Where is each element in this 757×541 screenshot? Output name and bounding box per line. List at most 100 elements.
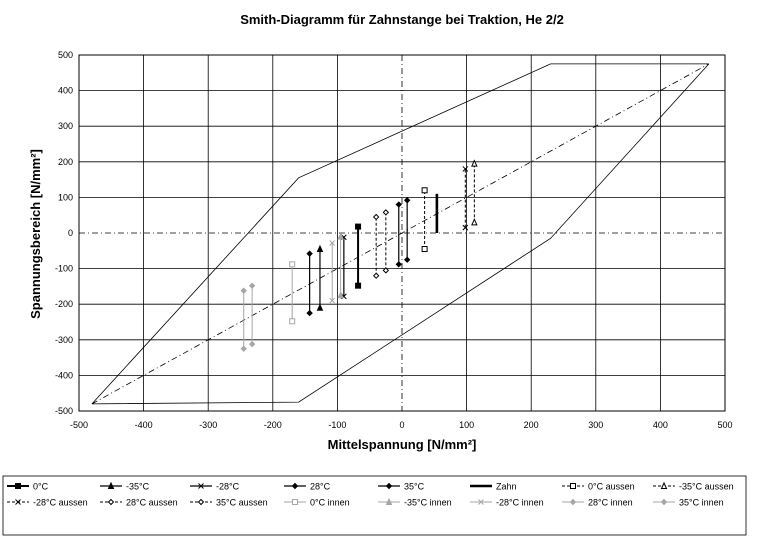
triangle-marker <box>660 481 668 489</box>
plot-area: -500 -400 -300 -200 -100 0 100 200 300 400 500 -500… <box>55 50 733 430</box>
x-marker-stroke <box>329 297 336 304</box>
legend-entry: -28°C innen <box>470 498 544 508</box>
square-marker <box>289 318 296 325</box>
legend-entry: 28°C aussen <box>100 498 178 508</box>
legend-label: -28°C <box>216 482 240 492</box>
legend-label: -28°C innen <box>496 498 544 508</box>
y-tick-label: 500 <box>58 50 73 60</box>
diamond-marker <box>291 482 299 490</box>
legend-entry: 0°C <box>7 482 49 492</box>
legend-label: -35°C innen <box>404 498 452 508</box>
square-marker <box>15 483 21 489</box>
stress-range <box>240 287 247 352</box>
legend-label: 0°C innen <box>310 498 350 508</box>
envelope-upper-line <box>91 63 709 405</box>
diamond-marker <box>248 340 256 348</box>
envelope-lower-line <box>91 63 710 405</box>
legend-label: 28°C <box>310 482 331 492</box>
legend-label: 35°C aussen <box>216 498 268 508</box>
diamond-marker <box>306 250 313 257</box>
legend-label: 28°C aussen <box>126 498 178 508</box>
y-tick-label: 400 <box>58 86 73 96</box>
legend-entry: 35°C <box>378 482 425 492</box>
legend-entry: Zahn <box>470 482 517 492</box>
y-axis-title: Spannungsbereich [N/mm²] <box>28 149 43 319</box>
square-marker <box>355 282 362 289</box>
legend-entry: -28°C aussen <box>7 498 88 508</box>
stress-range <box>355 223 362 289</box>
diamond-marker <box>107 498 115 506</box>
legend-entry: 35°C innen <box>653 498 724 508</box>
x-marker <box>329 240 336 246</box>
x-marker <box>15 499 21 505</box>
diamond-marker <box>372 213 380 221</box>
diamond-marker <box>395 261 402 268</box>
diamond-marker <box>248 282 256 289</box>
legend: 0°C -35°C -28°C 28°C 35°C Zahn 0°C aussen -35°C… <box>2 475 747 536</box>
stress-range <box>329 240 336 304</box>
y-tick-label: -100 <box>55 264 73 274</box>
square-marker <box>570 483 576 489</box>
triangle-marker <box>337 291 344 299</box>
legend-entry: 0°C innen <box>284 498 350 508</box>
legend-label: -28°C aussen <box>33 498 88 508</box>
diamond-marker <box>403 197 411 204</box>
triangle-marker <box>385 497 393 505</box>
x-axis-title: Mittelspannung [N/mm²] <box>328 437 477 452</box>
legend-label: -35°C aussen <box>679 482 734 492</box>
stress-range <box>471 159 478 226</box>
y-tick-label: -500 <box>55 406 73 416</box>
legend-entry: -28°C <box>190 482 240 492</box>
stress-range <box>403 197 411 263</box>
stress-range <box>395 201 402 268</box>
diamond-marker <box>382 209 390 216</box>
y-tick-label: 300 <box>58 121 73 131</box>
square-marker <box>289 261 296 268</box>
x-marker-stroke <box>329 240 336 246</box>
diamond-marker <box>240 287 247 294</box>
x-marker <box>462 166 469 172</box>
legend-label: 35°C <box>404 482 425 492</box>
stress-range <box>316 244 324 311</box>
diamond-marker <box>382 267 390 274</box>
diamond-marker <box>385 482 393 490</box>
x-tick-label: -200 <box>264 420 282 430</box>
x-tick-label: 500 <box>717 420 732 430</box>
legend-label: -35°C <box>126 482 150 492</box>
x-tick-label: 0 <box>399 420 404 430</box>
y-tick-label: 100 <box>58 192 73 202</box>
diamond-marker <box>372 272 380 279</box>
stress-range <box>289 261 296 325</box>
diamond-marker <box>197 498 205 506</box>
x-tick-label: -300 <box>199 420 217 430</box>
x-tick-label: -500 <box>70 420 88 430</box>
diamond-marker <box>403 256 411 263</box>
x-tick-label: -400 <box>135 420 153 430</box>
x-tick-label: 100 <box>459 420 474 430</box>
square-marker <box>355 223 362 230</box>
x-tick-label: 400 <box>653 420 668 430</box>
y-tick-label: -300 <box>55 335 73 345</box>
y-tick-label: -400 <box>55 370 73 380</box>
legend-entry: 28°C innen <box>562 498 633 508</box>
legend-label: 35°C innen <box>679 498 724 508</box>
triangle-marker <box>337 232 344 240</box>
x-tick-label: -100 <box>328 420 346 430</box>
x-marker-stroke <box>462 166 469 172</box>
legend-entry: -35°C aussen <box>653 482 734 492</box>
x-marker <box>198 483 204 489</box>
stress-range <box>382 209 390 274</box>
diamond-marker <box>306 309 313 317</box>
legend-entry: 0°C aussen <box>562 482 635 492</box>
legend-label: 0°C aussen <box>588 482 635 492</box>
diamond-marker <box>660 498 668 506</box>
x-marker-stroke <box>478 499 484 505</box>
mean-stress-line <box>91 63 710 405</box>
y-tick-label: -200 <box>55 299 73 309</box>
triangle-marker <box>316 244 324 253</box>
legend-label: Zahn <box>496 482 517 492</box>
x-marker <box>329 297 336 304</box>
stress-range <box>462 166 469 231</box>
square-marker <box>292 499 298 505</box>
